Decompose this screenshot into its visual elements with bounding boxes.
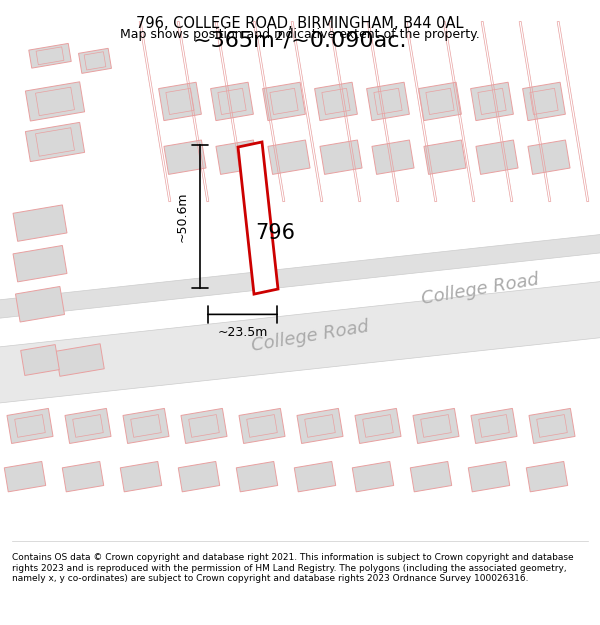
Polygon shape (25, 82, 85, 121)
Polygon shape (120, 461, 162, 492)
Polygon shape (468, 461, 510, 492)
Polygon shape (216, 140, 258, 174)
Polygon shape (239, 408, 285, 444)
Polygon shape (372, 140, 414, 174)
Text: College Road: College Road (420, 271, 540, 308)
Polygon shape (471, 408, 517, 444)
Polygon shape (263, 82, 305, 121)
Polygon shape (4, 461, 46, 492)
Polygon shape (56, 344, 104, 376)
Text: ~50.6m: ~50.6m (176, 191, 188, 242)
Text: ~365m²/~0.090ac.: ~365m²/~0.090ac. (193, 31, 407, 51)
Polygon shape (7, 408, 53, 444)
Polygon shape (211, 82, 253, 121)
Polygon shape (0, 276, 600, 408)
Polygon shape (297, 408, 343, 444)
Polygon shape (476, 140, 518, 174)
Polygon shape (181, 408, 227, 444)
Polygon shape (13, 205, 67, 241)
Polygon shape (65, 408, 111, 444)
Polygon shape (528, 140, 570, 174)
Polygon shape (0, 229, 600, 324)
Text: 796, COLLEGE ROAD, BIRMINGHAM, B44 0AL: 796, COLLEGE ROAD, BIRMINGHAM, B44 0AL (136, 16, 464, 31)
Text: 796: 796 (255, 223, 295, 243)
Polygon shape (178, 461, 220, 492)
Polygon shape (164, 140, 206, 174)
Polygon shape (352, 461, 394, 492)
Polygon shape (526, 461, 568, 492)
Polygon shape (424, 140, 466, 174)
Polygon shape (314, 82, 358, 121)
Polygon shape (79, 48, 112, 73)
Polygon shape (62, 461, 104, 492)
Polygon shape (238, 142, 278, 294)
Polygon shape (13, 246, 67, 282)
Text: Contains OS data © Crown copyright and database right 2021. This information is : Contains OS data © Crown copyright and d… (12, 553, 574, 583)
Polygon shape (355, 408, 401, 444)
Polygon shape (25, 122, 85, 162)
Polygon shape (268, 140, 310, 174)
Polygon shape (29, 43, 71, 68)
Polygon shape (16, 286, 65, 322)
Polygon shape (20, 344, 59, 376)
Polygon shape (523, 82, 565, 121)
Polygon shape (410, 461, 452, 492)
Text: College Road: College Road (250, 318, 370, 356)
Polygon shape (413, 408, 459, 444)
Polygon shape (419, 82, 461, 121)
Polygon shape (367, 82, 409, 121)
Text: ~23.5m: ~23.5m (217, 326, 268, 339)
Polygon shape (529, 408, 575, 444)
Polygon shape (158, 82, 202, 121)
Polygon shape (320, 140, 362, 174)
Polygon shape (236, 461, 278, 492)
Polygon shape (294, 461, 336, 492)
Polygon shape (470, 82, 514, 121)
Polygon shape (123, 408, 169, 444)
Text: Map shows position and indicative extent of the property.: Map shows position and indicative extent… (120, 28, 480, 41)
